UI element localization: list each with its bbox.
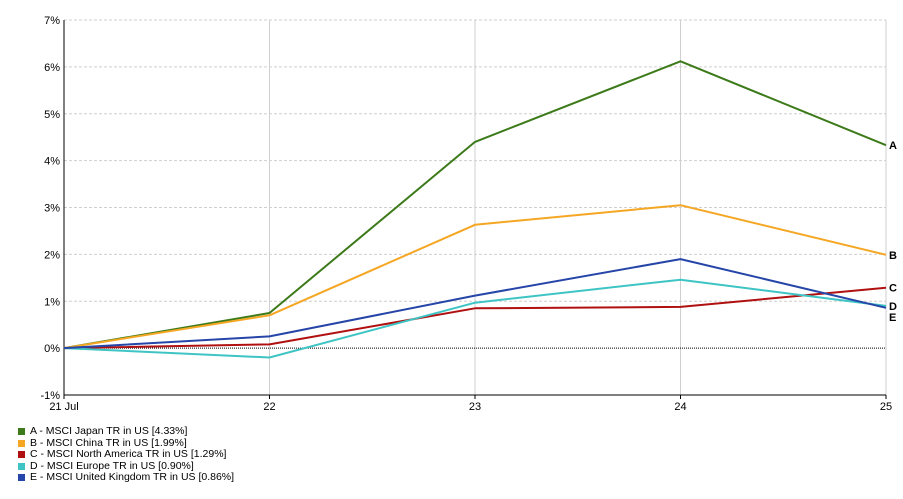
x-tick-label: 23 — [469, 401, 481, 413]
legend-swatch — [18, 462, 25, 470]
axes: -1% 0% 1% 2% 3% 4% 5% 6% 7% 21 Jul 22 23 24 25 — [40, 15, 892, 413]
legend-item: D - MSCI Europe TR in US [0.90%] — [18, 459, 234, 473]
x-tick-label: 22 — [263, 401, 275, 413]
y-tick-label: 4% — [44, 156, 60, 168]
x-tick-label: 25 — [880, 401, 892, 413]
y-tick-label: -1% — [40, 390, 60, 402]
legend-label: C - MSCI North America TR in US [1.29%] — [30, 448, 227, 460]
series-end-label: A — [889, 140, 897, 152]
x-tick-label: 21 Jul — [49, 401, 78, 413]
line-chart: -1% 0% 1% 2% 3% 4% 5% 6% 7% 21 Jul 22 23 24 25 A B CDE — [40, 15, 897, 413]
y-tick-label: 6% — [44, 62, 60, 74]
grid-lines — [64, 19, 887, 395]
series-line-b — [63, 204, 887, 350]
y-tick-label: 3% — [44, 203, 60, 215]
series-line-c — [63, 286, 887, 350]
legend-item: C - MSCI North America TR in US [1.29%] — [18, 448, 234, 461]
series-end-label: D — [889, 301, 897, 313]
legend-item: B - MSCI China TR in US [1.99%] — [18, 436, 234, 450]
legend: A - MSCI Japan TR in US [4.33%] B - MSCI … — [18, 425, 235, 484]
legend-label: D - MSCI Europe TR in US [0.90%] — [30, 459, 194, 472]
legend-swatch — [18, 451, 25, 459]
y-tick-label: 5% — [44, 109, 60, 121]
y-tick-label: 2% — [44, 249, 60, 261]
legend-swatch — [18, 474, 25, 482]
legend-swatch — [18, 428, 25, 436]
series-end-labels: A B CDE — [889, 140, 897, 324]
y-tick-label: 0% — [44, 343, 60, 355]
legend-label: A - MSCI Japan TR in US [4.33%] — [30, 425, 188, 437]
series-end-label: E — [889, 312, 896, 324]
series-line-e — [63, 258, 887, 350]
y-tick-label: 1% — [44, 296, 60, 308]
y-tick-label: 7% — [44, 15, 60, 27]
legend-item: E - MSCI United Kingdom TR in US [0.86%] — [18, 471, 235, 484]
series-lines — [63, 60, 887, 359]
x-tick-label: 24 — [674, 401, 686, 413]
legend-swatch — [18, 439, 25, 447]
series-line-d — [63, 278, 887, 359]
legend-label: E - MSCI United Kingdom TR in US [0.86%] — [30, 471, 235, 483]
legend-item: A - MSCI Japan TR in US [4.33%] — [18, 425, 234, 438]
series-line-a — [63, 60, 887, 350]
legend-label: B - MSCI China TR in US [1.99%] — [30, 436, 187, 449]
series-end-label: B — [889, 250, 897, 262]
series-end-label: C — [889, 283, 897, 295]
